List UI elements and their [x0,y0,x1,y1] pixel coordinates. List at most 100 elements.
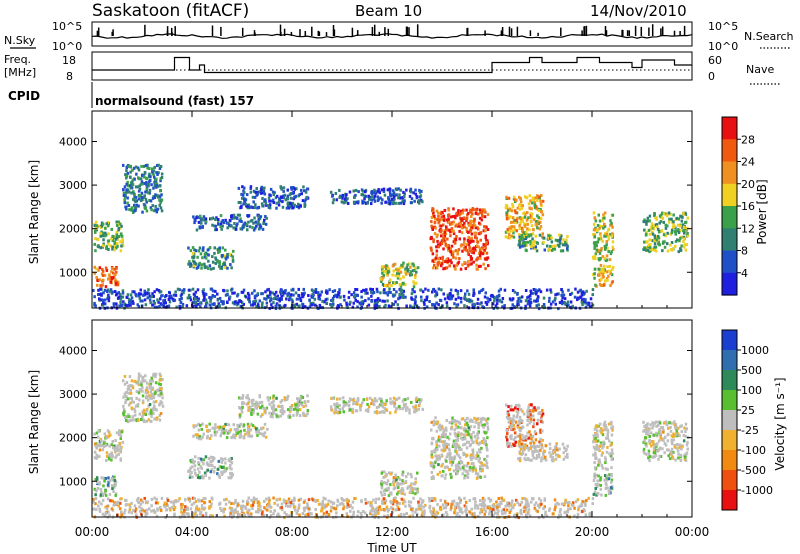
power-heatmap [92,163,689,311]
time-tick-label: 00:00 [675,525,710,539]
velocity-ylabel: Slant Range [km] [27,370,41,474]
velocity-y-tick-label: 1000 [59,475,87,488]
time-tick-label: 00:00 [75,525,110,539]
velocity-colorbar-label: Velocity [m s⁻¹] [773,377,787,470]
velocity-colorbar-tick: 500 [741,364,762,377]
noise-left-tick-top: 10^5 [52,20,82,33]
time-axis-label: Time UT [366,541,417,554]
power-colorbar-tick: 28 [741,133,755,146]
echo-region [192,213,268,232]
power-colorbar-swatch [722,183,737,207]
time-tick-label: 04:00 [175,525,210,539]
echo-region [329,396,424,415]
velocity-y-tick-label: 4000 [59,345,87,358]
nave-tick-bottom: 0 [708,70,715,83]
velocity-colorbar-tick: -25 [741,424,759,437]
power-y-tick-label: 4000 [59,136,87,149]
velocity-colorbar-swatch [722,390,737,411]
power-colorbar-swatch [722,250,737,274]
velocity-colorbar-swatch [722,450,737,471]
power-colorbar-tick: 16 [741,200,755,213]
echo-region [122,163,164,214]
power-colorbar-tick: 20 [741,178,755,191]
echo-region [642,420,690,463]
power-colorbar-swatch [722,161,737,185]
echo-region [237,185,310,210]
noise-panel-frame [91,21,693,47]
echo-region [592,211,615,262]
power-ylabel: Slant Range [km] [27,160,41,264]
noise-right-tick-top: 10^5 [708,20,738,33]
power-colorbar-swatch [722,228,737,252]
power-colorbar-label: Power [dB] [755,179,769,244]
velocity-colorbar-tick: 1000 [741,344,769,357]
velocity-y-tick-label: 2000 [59,432,87,445]
velocity-colorbar-swatch [722,430,737,451]
freq-tick-top: 18 [62,54,76,67]
power-colorbar-tick: 24 [741,156,755,169]
power-y-tick-label: 3000 [59,179,87,192]
date-title: 14/Nov/2010 [590,2,687,20]
velocity-colorbar-swatch [722,370,737,391]
echo-region [379,470,420,498]
time-tick-label: 20:00 [575,525,610,539]
velocity-heatmap [92,372,690,520]
echo-region [592,420,615,471]
power-colorbar-swatch [722,206,737,229]
nave-label: Nave [746,63,774,76]
velocity-colorbar: 1000 500 100 25 -25 -100 -500 -1000 [721,329,773,511]
nave-tick-top: 60 [708,54,722,67]
velocity-colorbar-swatch [722,410,737,431]
velocity-y-tick-label: 3000 [59,388,87,401]
power-colorbar-tick: 12 [741,222,755,235]
velocity-colorbar-swatch [722,490,737,511]
echo-region [93,265,120,289]
echo-region [93,220,125,253]
echo-region [429,416,490,480]
power-y-tick-label: 2000 [59,223,87,236]
echo-region [329,187,424,206]
noise-right-label: N.Search [744,30,794,43]
power-colorbar-tick: 8 [741,245,748,258]
power-colorbar-swatch [722,139,737,163]
freq-tick-bottom: 8 [66,70,73,83]
velocity-colorbar-tick: -100 [741,444,766,457]
echo-region [505,403,545,450]
velocity-colorbar-tick: 100 [741,384,762,397]
echo-region [187,455,234,480]
echo-region [592,472,614,497]
cpid-value: normalsound (fast) 157 [95,94,254,108]
noise-left-tick-bottom: 10^0 [52,40,82,53]
echo-region [429,207,490,271]
power-colorbar-swatch [722,272,737,296]
velocity-panel-frame [91,319,693,518]
freq-label-line1: Freq. [4,53,31,66]
time-tick-label: 16:00 [475,525,510,539]
velocity-colorbar-tick: -1000 [741,484,773,497]
echo-region [517,442,569,463]
echo-region [592,263,615,288]
beam-title: Beam 10 [355,2,422,20]
velocity-y-ticks: 1000 2000 3000 4000 [59,345,692,488]
echo-region [379,261,420,289]
echo-region [504,194,545,240]
power-y-ticks: 1000 2000 3000 4000 [59,136,692,279]
velocity-colorbar-tick: 25 [741,404,755,417]
echo-region [122,372,165,424]
time-tick-label: 08:00 [275,525,310,539]
noise-sky-series [91,33,693,39]
noise-left-label: N.Sky [4,34,36,47]
echo-region [192,422,269,441]
echo-region [238,394,310,419]
echo-region [93,429,125,462]
station-title: Saskatoon (fitACF) [92,1,249,21]
freq-label-line2: [MHz] [4,66,36,79]
noise-spikes [96,24,686,36]
echo-region [517,233,569,253]
time-axis: 00:00 04:00 08:00 12:00 16:00 20:00 00:00 [75,111,710,539]
velocity-colorbar-swatch [722,470,737,491]
echo-region [92,287,595,311]
velocity-colorbar-swatch [722,330,737,351]
power-colorbar-tick: 4 [741,267,748,280]
